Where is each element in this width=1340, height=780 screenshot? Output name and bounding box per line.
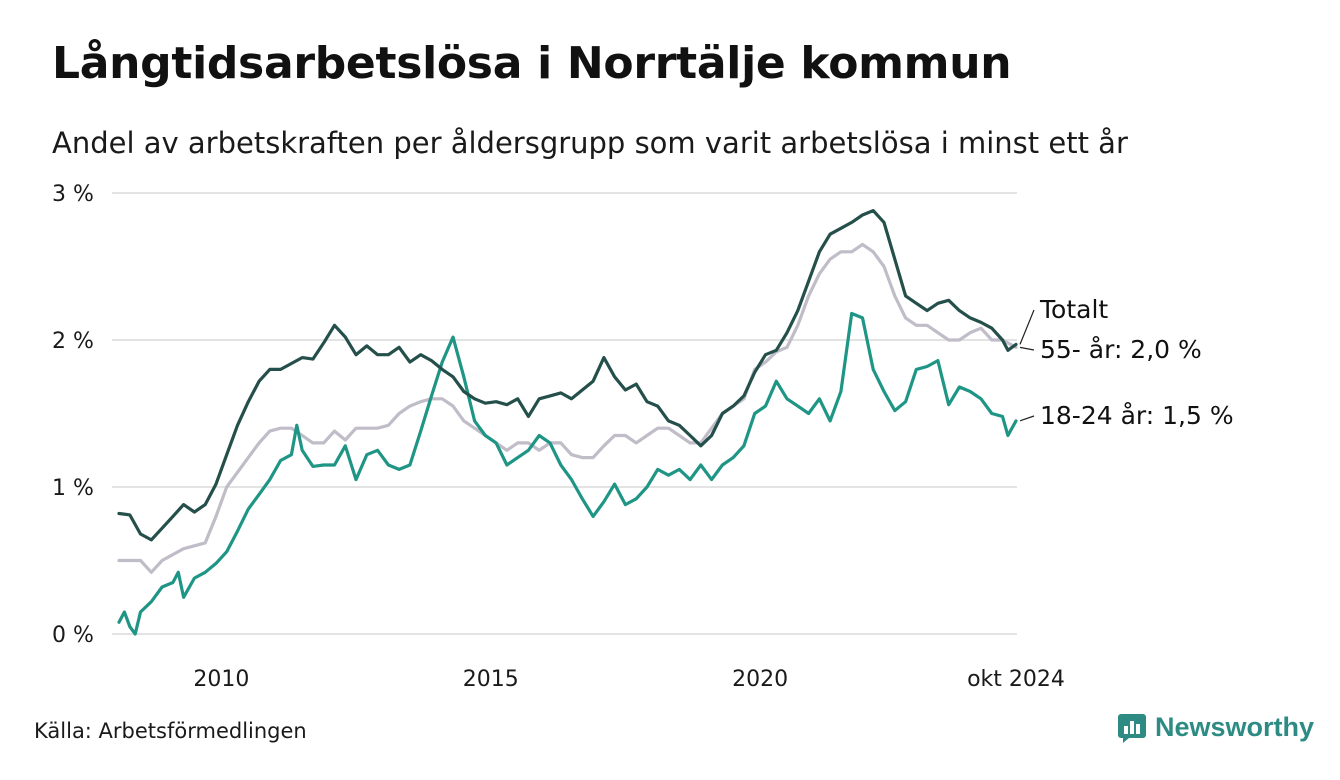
y-tick-label: 1 % <box>52 476 94 501</box>
series-label-2: 18-24 år: 1,5 % <box>1040 401 1234 430</box>
y-tick-label: 3 % <box>52 182 94 207</box>
page-title: Långtidsarbetslösa i Norrtälje kommun <box>52 38 1012 89</box>
x-tick-label: 2020 <box>732 667 788 692</box>
page-subtitle: Andel av arbetskraften per åldersgrupp s… <box>52 126 1128 160</box>
leader-line-1 <box>1019 346 1035 351</box>
brand-name: Newsworthy <box>1155 712 1315 742</box>
series-line-2 <box>117 311 1018 636</box>
label-layer: Totalt 55- år: 2,0 % 18-24 år: 1,5 % <box>1019 295 1234 430</box>
leader-line-0 <box>1019 309 1035 345</box>
x-tick-label: 2015 <box>463 667 519 692</box>
x-tick-label: 2010 <box>193 667 249 692</box>
brand-logo[interactable]: Newsworthy <box>1117 712 1314 743</box>
series-label-0: Totalt <box>1039 295 1108 324</box>
source-note: Källa: Arbetsförmedlingen <box>34 719 307 743</box>
series-line-1 <box>117 242 1018 574</box>
series-label-1: 55- år: 2,0 % <box>1040 335 1202 364</box>
y-tick-label: 2 % <box>52 329 94 354</box>
x-tick-label: okt 2024 <box>967 667 1065 692</box>
grid-layer: 0 % 1 % 2 % 3 % 2010 2015 2020 okt 2024 <box>52 182 1065 692</box>
y-tick-label: 0 % <box>52 623 94 648</box>
newsworthy-logo-icon <box>1118 713 1146 743</box>
series-line-0 <box>117 209 1018 542</box>
leader-line-2 <box>1019 415 1035 422</box>
series-layer <box>117 209 1018 636</box>
